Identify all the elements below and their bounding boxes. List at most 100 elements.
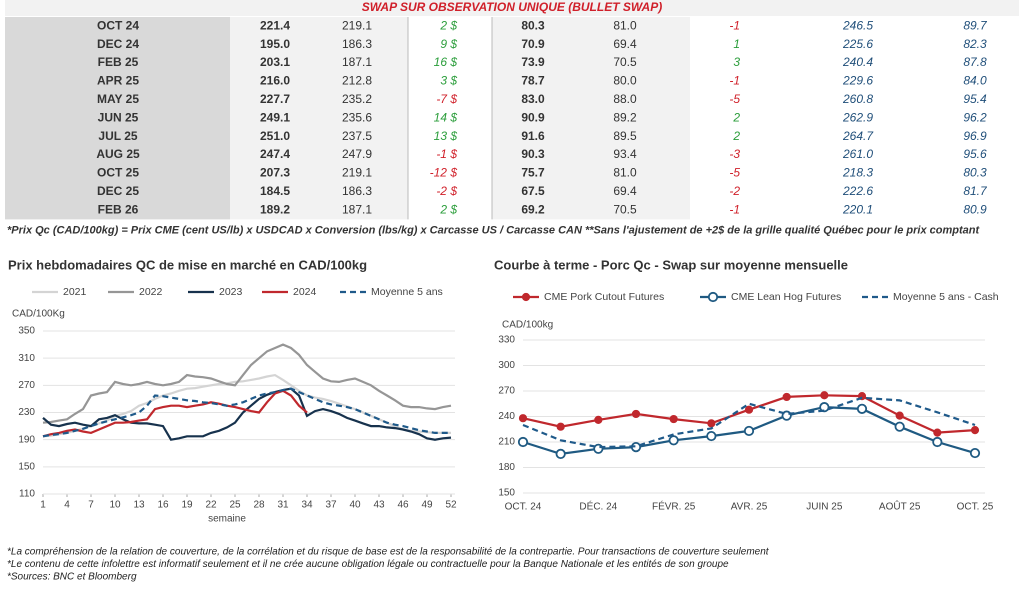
table-cell: -1 $ <box>436 147 457 161</box>
table-cell: 246.5 <box>842 18 873 32</box>
table-cell: AUG 25 <box>96 147 140 161</box>
x-tick-label: 49 <box>421 500 433 511</box>
legend-label: CME Lean Hog Futures <box>731 291 841 303</box>
y-tick-label: 110 <box>19 489 35 500</box>
table-cell: -1 <box>729 74 740 88</box>
point <box>894 421 905 432</box>
legend-label: CME Pork Cutout Futures <box>544 291 664 303</box>
y-tick-label: 300 <box>498 360 515 371</box>
table-cell: 218.3 <box>842 166 873 180</box>
x-tick-label: AVR. 25 <box>731 502 768 513</box>
x-tick-label: AOÛT 25 <box>879 500 921 513</box>
table-cell: 187.1 <box>342 55 372 69</box>
y-tick-label: 310 <box>18 353 35 364</box>
table-cell: 95.6 <box>963 147 987 161</box>
point <box>933 428 942 437</box>
table-cell: 69.4 <box>613 184 637 198</box>
x-tick-label: 43 <box>373 500 385 511</box>
legend-label: 2024 <box>293 286 317 298</box>
x-tick-label: OCT. 24 <box>505 502 542 513</box>
note: *Le contenu de cette infolettre est info… <box>7 559 729 570</box>
col-bg <box>5 17 230 220</box>
table-cell: 83.0 <box>521 92 545 106</box>
table-cell: APR 25 <box>97 74 139 88</box>
table-cell: 184.5 <box>260 184 290 198</box>
table-cell: 229.6 <box>842 74 873 88</box>
x-tick-label: 1 <box>40 500 46 511</box>
table-cell: 2 <box>732 129 740 143</box>
table-cell: 216.0 <box>260 74 290 88</box>
point <box>594 415 603 424</box>
y-tick-label: 210 <box>498 437 515 448</box>
point <box>970 425 980 435</box>
table-cell: 81.0 <box>613 18 637 32</box>
series-line <box>522 396 976 449</box>
table-cell: 219.1 <box>342 18 372 32</box>
table-title: SWAP SUR OBSERVATION UNIQUE (BULLET SWAP… <box>362 0 662 14</box>
point <box>668 435 679 446</box>
x-tick-label: 16 <box>157 500 169 511</box>
legend-marker <box>521 292 531 302</box>
legend-label: Moyenne 5 ans <box>371 286 443 298</box>
table-cell: 90.9 <box>521 110 545 124</box>
table-cell: 67.5 <box>521 184 545 198</box>
table-cell: JUN 25 <box>98 110 139 124</box>
table-cell: 80.3 <box>521 18 545 32</box>
table-cell: 220.1 <box>842 202 873 216</box>
table-cell: 212.8 <box>342 74 372 88</box>
point <box>820 391 829 400</box>
table-cell: 251.0 <box>260 129 290 143</box>
y-tick-label: 180 <box>498 462 515 473</box>
table-cell: 96.9 <box>963 129 987 143</box>
title-bg <box>5 0 1019 16</box>
table-cell: -5 <box>729 166 740 180</box>
point <box>517 436 529 448</box>
table-cell: 237.5 <box>342 129 372 143</box>
table-cell: 264.7 <box>842 129 874 143</box>
table-cell: 84.0 <box>963 74 987 88</box>
note: *Sources: BNC et Bloomberg <box>7 572 137 583</box>
table-cell: 9 $ <box>440 37 457 51</box>
x-tick-label: 7 <box>88 500 94 511</box>
table-cell: 225.6 <box>842 37 873 51</box>
x-tick-label: 28 <box>253 500 265 511</box>
table-cell: 227.7 <box>260 92 290 106</box>
point <box>707 419 716 428</box>
table-cell: 235.2 <box>342 92 372 106</box>
y-tick-label: 270 <box>498 386 515 397</box>
table-cell: -2 <box>729 184 740 198</box>
legend-label: 2023 <box>219 286 243 298</box>
table-cell: 221.4 <box>260 18 290 32</box>
x-tick-label: 13 <box>133 500 145 511</box>
y-axis-label: CAD/100Kg <box>12 309 65 320</box>
table-cell: 14 $ <box>434 110 458 124</box>
table-cell: 70.5 <box>613 55 637 69</box>
table-cell: 96.2 <box>963 110 987 124</box>
x-tick-label: 4 <box>64 500 70 511</box>
y-tick-label: 230 <box>18 407 35 418</box>
legend-label: 2021 <box>63 286 87 298</box>
table-cell: 203.1 <box>260 55 290 69</box>
table-cell: 16 $ <box>434 55 458 69</box>
table-cell: 70.9 <box>521 37 545 51</box>
table-cell: 89.7 <box>963 18 988 32</box>
table-cell: 81.7 <box>963 184 988 198</box>
table-cell: 82.3 <box>963 37 987 51</box>
x-tick-label: 37 <box>325 500 337 511</box>
x-tick-label: FÉVR. 25 <box>652 500 696 513</box>
x-tick-label: 52 <box>445 500 457 511</box>
table-cell: FEB 25 <box>98 55 139 69</box>
table-cell: 80.0 <box>613 74 637 88</box>
point <box>518 414 528 423</box>
table-cell: 88.0 <box>613 92 637 106</box>
y-tick-label: 240 <box>498 411 515 422</box>
table-cell: OCT 25 <box>97 166 139 180</box>
x-tick-label: 34 <box>301 500 313 511</box>
table-cell: FEB 26 <box>98 202 139 216</box>
table-cell: 78.7 <box>521 74 545 88</box>
table-cell: 240.4 <box>842 55 873 69</box>
table-cell: 219.1 <box>342 166 372 180</box>
chart-title: Prix hebdomadaires QC de mise en marché … <box>8 257 367 272</box>
table-cell: 262.9 <box>842 110 873 124</box>
